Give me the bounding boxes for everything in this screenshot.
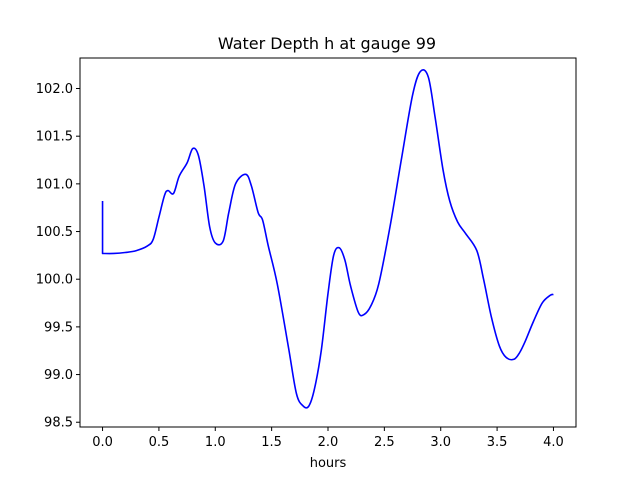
y-tick-label: 99.0 [44,368,73,383]
y-tick-label: 101.0 [36,177,73,192]
x-tick-label: 1.0 [205,435,226,450]
y-axis-ticks: 98.5 99.0 99.5 100.0 100.5 101.0 101.5 102.0 [36,82,80,431]
y-tick-label: 99.5 [44,320,73,335]
series-group [101,69,554,409]
x-axis-ticks: 0.0 0.5 1.0 1.5 2.0 2.5 3.0 3.5 4.0 [92,427,564,450]
x-axis-label: hours [310,456,347,471]
y-tick-label: 100.0 [36,273,73,288]
plot-frame [79,57,577,428]
x-tick-label: 1.5 [261,435,282,450]
x-tick-label: 0.5 [149,435,170,450]
series-line [101,69,554,409]
x-tick-label: 2.5 [374,435,395,450]
x-tick-label: 4.0 [543,435,564,450]
x-tick-label: 0.0 [92,435,113,450]
y-tick-label: 98.5 [44,416,73,431]
y-tick-label: 101.5 [36,130,73,145]
chart-title: Water Depth h at gauge 99 [218,34,436,53]
x-tick-label: 3.0 [430,435,451,450]
y-tick-label: 100.5 [36,225,73,240]
x-tick-label: 2.0 [318,435,339,450]
y-tick-label: 102.0 [36,82,73,97]
x-tick-label: 3.5 [487,435,508,450]
